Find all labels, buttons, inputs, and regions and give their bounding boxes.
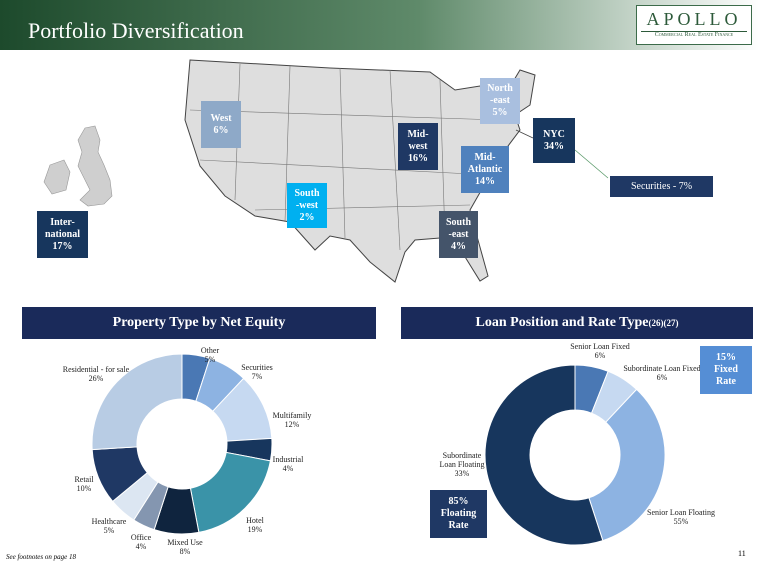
chart-title: Loan Position and Rate Type	[475, 315, 649, 330]
slice-label: Healthcare 5%	[79, 517, 139, 535]
securities-box: Securities - 7%	[610, 176, 713, 197]
region-label: NYC	[543, 128, 565, 140]
region-label: South -east	[445, 216, 471, 240]
category-label: Retail	[74, 475, 94, 484]
region-box: West 6%	[201, 101, 241, 148]
value-label: 4%	[135, 542, 147, 551]
region-label: West	[210, 112, 232, 124]
slice-label: Mixed Use 8%	[155, 538, 215, 556]
page-number: 11	[738, 549, 746, 558]
value-label: 55%	[673, 517, 689, 526]
callout-box: 85% Floating Rate	[430, 490, 487, 538]
category-label: Residential - for sale	[62, 365, 130, 374]
logo-text: APOLLO	[646, 9, 742, 29]
value-label: 5%	[103, 526, 115, 535]
value-label: 7%	[251, 372, 263, 381]
region-label: Inter- national	[44, 216, 80, 240]
slice-label: Residential - for sale 26%	[46, 365, 146, 383]
region-box: Mid- west 16%	[398, 123, 438, 170]
value-label: 12%	[284, 420, 300, 429]
connector	[574, 149, 609, 179]
slice-label: Senior Loan Floating 55%	[644, 508, 719, 526]
value-label: 8%	[179, 547, 191, 556]
category-label: Other	[200, 346, 220, 355]
value-label: 26%	[88, 374, 104, 383]
donut-slice	[588, 388, 666, 542]
value-label: 33%	[454, 469, 470, 478]
value-label: 6%	[656, 373, 668, 382]
region-box: South -west 2%	[287, 183, 327, 228]
category-label: Healthcare	[91, 517, 127, 526]
category-label: Hotel	[246, 516, 264, 525]
callout-box: 15% Fixed Rate	[700, 346, 752, 394]
slide-title: Portfolio Diversification	[28, 18, 244, 43]
slice-label: Office 4%	[121, 533, 161, 551]
uk-map	[77, 125, 113, 207]
region-value: 17%	[52, 240, 73, 252]
value-label: 19%	[247, 525, 263, 534]
region-box: Inter- national 17%	[37, 211, 88, 258]
region-box: Mid- Atlantic 14%	[461, 146, 509, 193]
header-band	[0, 0, 761, 50]
ireland-map	[43, 159, 71, 195]
category-label: Subordinate Loan Fixed	[623, 364, 701, 373]
panel-header: Property Type by Net Equity	[22, 307, 376, 339]
category-label: Industrial	[272, 455, 304, 464]
region-value: 2%	[299, 211, 315, 223]
slice-label: Retail 10%	[59, 475, 109, 493]
category-label: Senior Loan Fixed	[570, 342, 630, 351]
slice-label: Senior Loan Fixed 6%	[550, 342, 650, 360]
value-label: 6%	[594, 351, 606, 360]
region-label: South -west	[294, 187, 320, 211]
region-box: South -east 4%	[439, 211, 478, 258]
slice-label: Hotel 19%	[230, 516, 280, 534]
value-label: 10%	[76, 484, 92, 493]
region-value: 16%	[408, 152, 428, 164]
region-label: Mid- west	[407, 128, 429, 152]
category-label: Mixed Use	[167, 538, 203, 547]
slice-label: Subordinate Loan Floating 33%	[435, 451, 490, 478]
slice-label: Industrial 4%	[258, 455, 318, 473]
logo-subtitle: Commercial Real Estate Finance	[641, 31, 747, 38]
region-value: 34%	[544, 140, 564, 152]
chart-title: Property Type by Net Equity	[112, 315, 286, 330]
category-label: Multifamily	[272, 411, 312, 420]
category-label: Office	[130, 533, 152, 542]
title-note: (26)(27)	[648, 318, 679, 328]
region-value: 6%	[213, 124, 229, 136]
value-label: 5%	[204, 355, 216, 364]
value-label: 4%	[282, 464, 294, 473]
nyc-pointer	[515, 129, 534, 139]
logo: APOLLO Commercial Real Estate Finance	[636, 5, 752, 45]
panel-header: Loan Position and Rate Type (26)(27)	[401, 307, 753, 339]
slice-label: Multifamily 12%	[257, 411, 327, 429]
slice-label: Subordinate Loan Fixed 6%	[622, 364, 702, 382]
footnote: See footnotes on page 18	[6, 553, 76, 561]
region-box: NYC 34%	[533, 118, 575, 163]
region-label: Mid- Atlantic	[467, 151, 503, 175]
category-label: Securities	[241, 363, 273, 372]
region-value: 5%	[492, 107, 508, 118]
donut-slice	[484, 364, 604, 546]
region-label: North -east	[487, 83, 513, 106]
region-value: 4%	[451, 240, 466, 252]
category-label: Subordinate Loan Floating	[439, 451, 485, 469]
slice-label: Other 5%	[180, 346, 240, 364]
region-box: North -east 5%	[480, 78, 520, 124]
category-label: Senior Loan Floating	[647, 508, 715, 517]
donut-slice	[91, 353, 183, 451]
region-value: 14%	[475, 175, 495, 187]
slice-label: Securities 7%	[227, 363, 287, 381]
